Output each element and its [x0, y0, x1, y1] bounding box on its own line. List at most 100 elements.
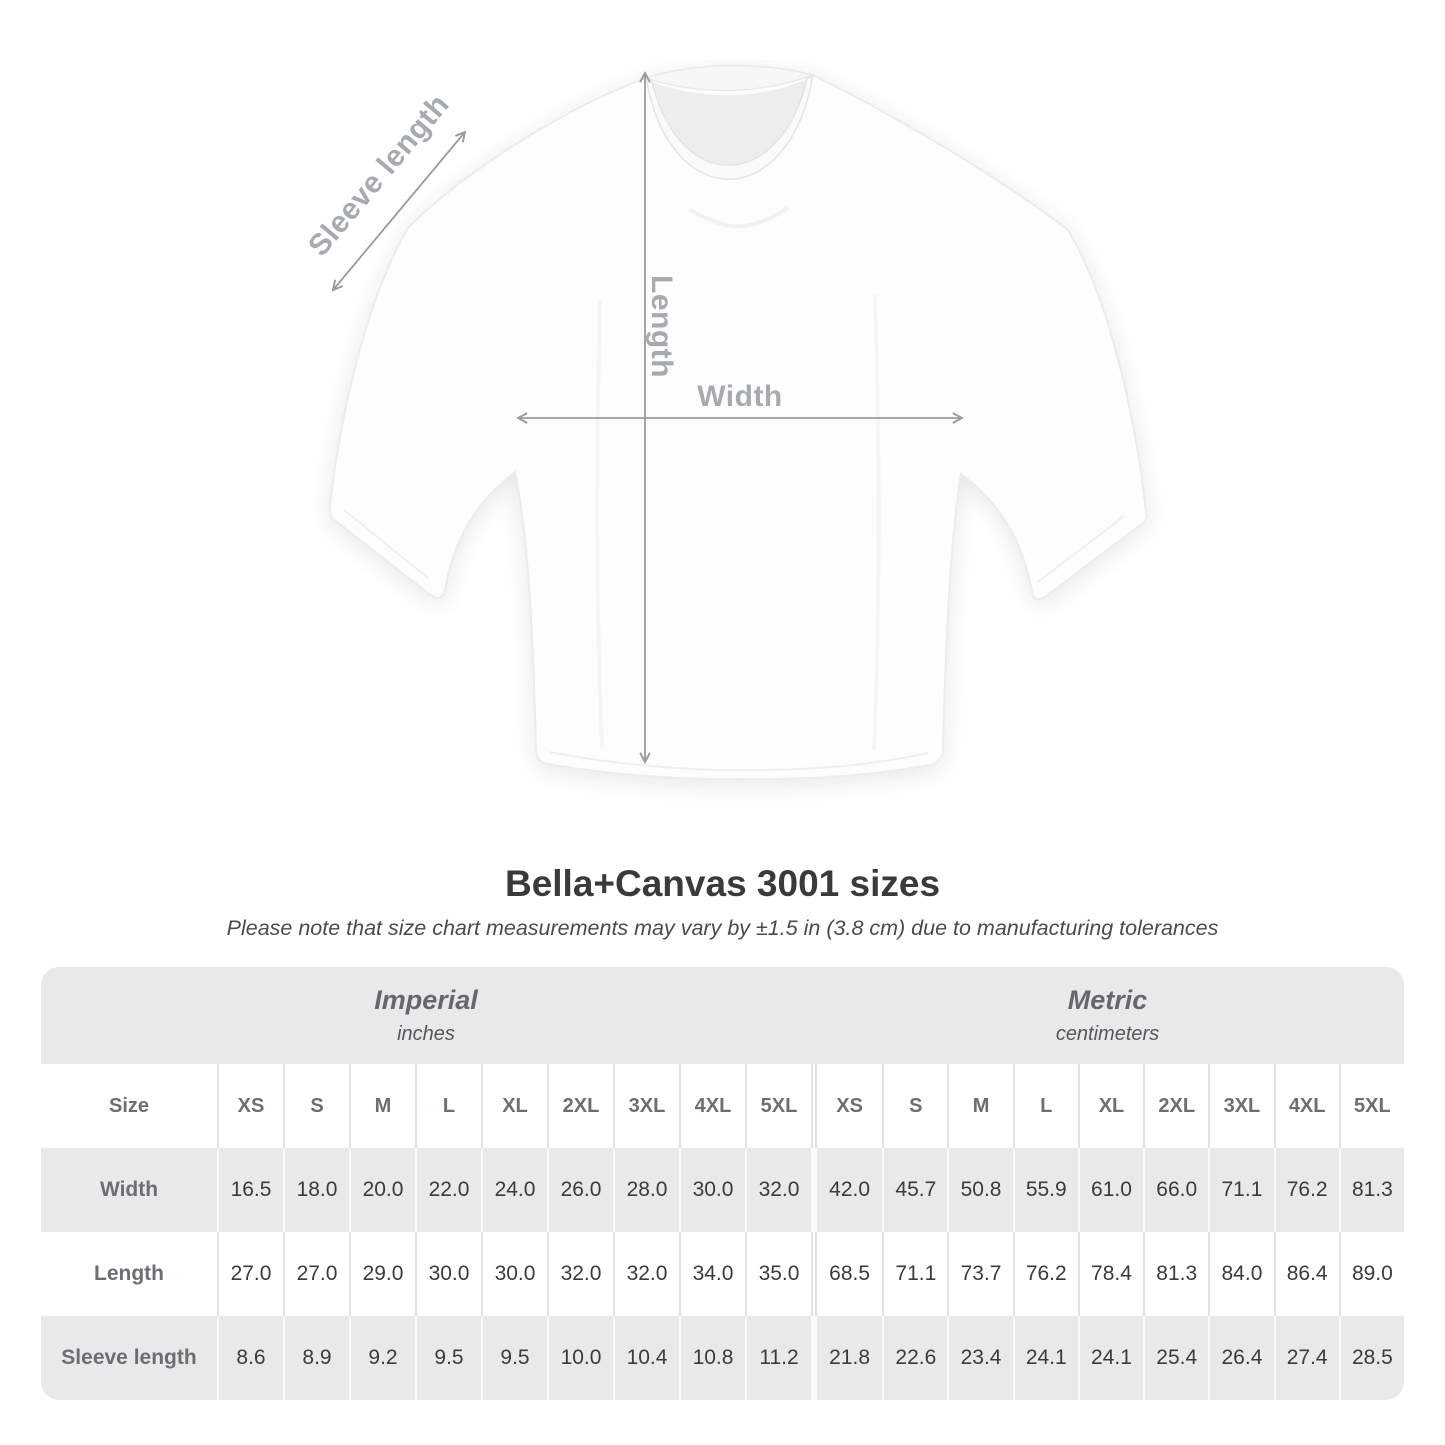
crease-line — [595, 299, 604, 749]
size-column-header: XL — [481, 1064, 547, 1148]
tshirt-measurement-diagram: Length Width Sleeve length — [302, 64, 1148, 781]
size-column-header: L — [415, 1064, 481, 1148]
measurement-cell: 32.0 — [547, 1232, 613, 1316]
size-header-row: Size XS S M L XL 2XL 3XL 4XL 5XL XS S M L XL 2XL 3XL 4XL 5… — [41, 1064, 1404, 1148]
measurement-cell: 9.5 — [415, 1316, 481, 1400]
measurement-cell: 45.7 — [882, 1148, 947, 1232]
size-column-header: L — [1012, 1064, 1078, 1148]
row-label: Width — [99, 1178, 159, 1201]
sleeve-length-arrow — [333, 132, 465, 290]
size-column-header: 4XL — [1273, 1064, 1339, 1148]
imperial-header: Imperial inches — [41, 967, 811, 1064]
collar-shadow — [689, 206, 790, 229]
measurement-cell: 28.0 — [613, 1148, 679, 1232]
size-column-header: XS — [836, 1094, 863, 1117]
unit-group-divider — [811, 1064, 817, 1148]
measurement-cell: 35.0 — [745, 1232, 811, 1316]
size-chart-table: Imperial inches Metric centimeters Size X… — [41, 967, 1404, 1400]
row-label: Length — [94, 1262, 164, 1285]
measurement-cell: 10.8 — [679, 1316, 745, 1400]
measurement-cell: 24.1 — [1012, 1316, 1078, 1400]
size-column-header: XS — [217, 1064, 283, 1148]
measurement-cell: 30.0 — [481, 1232, 547, 1316]
measurement-cell: 25.4 — [1143, 1316, 1208, 1400]
measurement-cell: 78.4 — [1077, 1232, 1143, 1316]
size-column-header: XL — [1077, 1064, 1143, 1148]
measurement-cell: 71.1 — [1208, 1148, 1273, 1232]
measurement-cell: 55.9 — [1012, 1148, 1078, 1232]
measurement-cell: 81.3 — [1143, 1232, 1208, 1316]
size-column-header: 2XL — [547, 1064, 613, 1148]
table-row: Width 16.5 18.0 20.0 22.0 24.0 26.0 28.0 30.0 32.… — [41, 1148, 1404, 1232]
measurement-cell: 66.0 — [1143, 1148, 1208, 1232]
measurement-cell: 24.1 — [1077, 1316, 1143, 1400]
measurement-cell: 10.4 — [613, 1316, 679, 1400]
measurement-cell: 22.0 — [415, 1148, 481, 1232]
measurement-cell: 89.0 — [1338, 1232, 1404, 1316]
right-cuff-stitch — [1037, 515, 1125, 583]
measurement-cell: 27.0 — [283, 1232, 349, 1316]
measurement-cell: 9.2 — [349, 1316, 415, 1400]
hem-stitch — [549, 751, 929, 772]
size-column-header: 4XL — [679, 1064, 745, 1148]
measurement-cell: 34.0 — [679, 1232, 745, 1316]
measurement-cell: 9.5 — [481, 1316, 547, 1400]
size-column-header: 5XL — [1338, 1064, 1404, 1148]
measurement-cell: 27.0 — [217, 1232, 283, 1316]
unit-system-header: Imperial inches Metric centimeters — [41, 967, 1404, 1064]
size-column-header: 5XL — [745, 1064, 811, 1148]
measurement-cell: 61.0 — [1077, 1148, 1143, 1232]
size-column-header: 2XL — [1143, 1064, 1208, 1148]
measurement-cell: 8.9 — [283, 1316, 349, 1400]
measurement-cell: 23.4 — [947, 1316, 1012, 1400]
size-column-header: 3XL — [613, 1064, 679, 1148]
unit-group-divider — [811, 1232, 817, 1316]
measurement-cell: 76.2 — [1012, 1232, 1078, 1316]
measurement-cell: 73.7 — [947, 1232, 1012, 1316]
imperial-title: Imperial — [374, 985, 478, 1015]
width-label: Width — [697, 380, 783, 413]
measurement-cell: 32.0 — [613, 1232, 679, 1316]
measurement-cell: 27.4 — [1273, 1316, 1339, 1400]
tolerance-note: Please note that size chart measurements… — [226, 916, 1219, 940]
size-row-header: Size — [108, 1094, 150, 1117]
unit-group-divider — [811, 1316, 817, 1400]
measurement-cell: 10.0 — [547, 1316, 613, 1400]
size-column-header: 3XL — [1208, 1064, 1273, 1148]
measurement-cell: 21.8 — [829, 1346, 871, 1369]
measurement-cell: 71.1 — [882, 1232, 947, 1316]
tshirt-illustration: Length Width Sleeve length — [302, 64, 1148, 781]
measurement-cell: 11.2 — [745, 1316, 811, 1400]
size-table-body: Size XS S M L XL 2XL 3XL 4XL 5XL XS S M L XL 2XL 3XL 4XL 5… — [41, 1064, 1404, 1400]
measurement-cell: 76.2 — [1273, 1148, 1339, 1232]
back-collar — [643, 65, 816, 91]
measurement-cell: 81.3 — [1338, 1148, 1404, 1232]
measurement-cell: 68.5 — [829, 1262, 871, 1285]
tshirt-shape — [328, 64, 1148, 781]
measurement-cell: 29.0 — [349, 1232, 415, 1316]
length-label: Length — [645, 275, 678, 378]
table-row: Length 27.0 27.0 29.0 30.0 30.0 32.0 32.0 34.0 35… — [41, 1232, 1404, 1316]
measurement-cell: 86.4 — [1273, 1232, 1339, 1316]
unit-group-divider — [811, 1148, 817, 1232]
left-cuff-stitch — [343, 509, 429, 579]
measurement-cell: 28.5 — [1338, 1316, 1404, 1400]
measurement-cell: 30.0 — [679, 1148, 745, 1232]
measurement-cell: 30.0 — [415, 1232, 481, 1316]
measurement-cell: 32.0 — [745, 1148, 811, 1232]
size-column-header: S — [882, 1064, 947, 1148]
measurement-cell: 18.0 — [283, 1148, 349, 1232]
size-column-header: M — [349, 1064, 415, 1148]
measurement-cell: 26.0 — [547, 1148, 613, 1232]
row-label: Sleeve length — [61, 1346, 197, 1369]
size-column-header: S — [283, 1064, 349, 1148]
metric-unit: centimeters — [1055, 1023, 1160, 1045]
measurement-cell: 26.4 — [1208, 1316, 1273, 1400]
measurement-cell: 42.0 — [829, 1178, 871, 1201]
measurement-cell: 8.6 — [217, 1316, 283, 1400]
measurement-cell: 22.6 — [882, 1316, 947, 1400]
measurement-cell: 84.0 — [1208, 1232, 1273, 1316]
metric-header: Metric centimeters — [811, 967, 1404, 1064]
metric-title: Metric — [1067, 985, 1148, 1015]
